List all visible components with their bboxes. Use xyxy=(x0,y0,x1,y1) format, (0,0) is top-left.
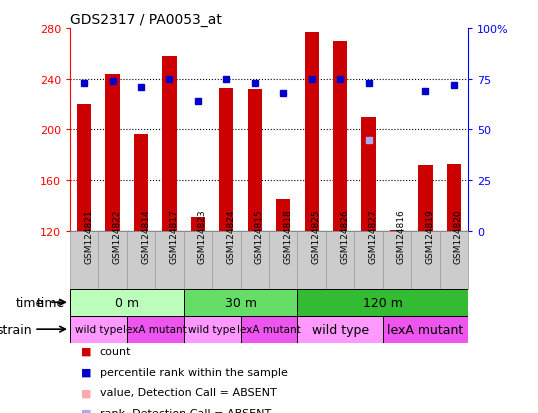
Text: GSM124816: GSM124816 xyxy=(397,209,406,263)
Text: time: time xyxy=(36,296,65,309)
Bar xyxy=(440,231,468,289)
Text: rank, Detection Call = ABSENT: rank, Detection Call = ABSENT xyxy=(100,408,271,413)
Bar xyxy=(162,57,176,231)
Bar xyxy=(127,231,155,289)
Bar xyxy=(98,231,127,289)
Bar xyxy=(355,231,383,289)
Text: count: count xyxy=(100,346,131,356)
Bar xyxy=(298,289,468,316)
Bar xyxy=(333,42,347,231)
Bar xyxy=(418,166,433,231)
Text: lexA mutant: lexA mutant xyxy=(123,324,187,335)
Bar xyxy=(362,117,376,231)
Bar xyxy=(247,90,262,231)
Bar xyxy=(183,289,298,316)
Bar xyxy=(269,231,298,289)
Text: 30 m: 30 m xyxy=(224,296,257,309)
Text: GSM124824: GSM124824 xyxy=(226,209,235,263)
Text: wild type: wild type xyxy=(75,324,122,335)
Bar xyxy=(70,289,183,316)
Text: GSM124819: GSM124819 xyxy=(426,209,434,263)
Bar xyxy=(276,199,291,231)
Text: ■: ■ xyxy=(81,367,91,377)
Bar xyxy=(305,33,318,231)
Text: GDS2317 / PA0053_at: GDS2317 / PA0053_at xyxy=(70,12,222,26)
Text: strain: strain xyxy=(0,323,32,336)
Text: ■: ■ xyxy=(81,346,91,356)
Bar xyxy=(298,231,326,289)
Text: time: time xyxy=(15,296,44,309)
Text: GSM124818: GSM124818 xyxy=(283,209,292,263)
Text: wild type: wild type xyxy=(312,323,369,336)
Bar xyxy=(212,231,240,289)
Text: GSM124820: GSM124820 xyxy=(454,209,463,263)
Text: value, Detection Call = ABSENT: value, Detection Call = ABSENT xyxy=(100,387,277,397)
Bar xyxy=(411,231,440,289)
Bar xyxy=(127,316,183,343)
Text: 120 m: 120 m xyxy=(363,296,402,309)
Bar xyxy=(77,105,91,231)
Bar xyxy=(447,164,461,231)
Text: GSM124822: GSM124822 xyxy=(112,209,122,263)
Text: GSM124821: GSM124821 xyxy=(84,209,93,263)
Text: GSM124825: GSM124825 xyxy=(312,209,321,263)
Bar xyxy=(191,217,205,231)
Text: lexA mutant: lexA mutant xyxy=(387,323,464,336)
Text: GSM124823: GSM124823 xyxy=(198,209,207,263)
Text: GSM124826: GSM124826 xyxy=(340,209,349,263)
Text: percentile rank within the sample: percentile rank within the sample xyxy=(100,367,287,377)
Text: ■: ■ xyxy=(81,387,91,397)
Bar xyxy=(383,316,468,343)
Text: wild type: wild type xyxy=(188,324,236,335)
Bar xyxy=(240,316,298,343)
Bar xyxy=(298,316,383,343)
Bar xyxy=(70,231,98,289)
Text: lexA mutant: lexA mutant xyxy=(237,324,301,335)
Bar xyxy=(105,74,119,231)
Bar xyxy=(134,135,148,231)
Bar xyxy=(383,231,411,289)
Bar xyxy=(70,316,127,343)
Text: GSM124815: GSM124815 xyxy=(255,209,264,263)
Bar xyxy=(240,231,269,289)
Bar xyxy=(326,231,355,289)
Text: GSM124814: GSM124814 xyxy=(141,209,150,263)
Bar xyxy=(183,231,212,289)
Text: 0 m: 0 m xyxy=(115,296,139,309)
Bar xyxy=(220,88,233,231)
Text: GSM124827: GSM124827 xyxy=(369,209,378,263)
Text: GSM124817: GSM124817 xyxy=(169,209,179,263)
Bar xyxy=(390,230,404,231)
Bar xyxy=(183,316,240,343)
Text: ■: ■ xyxy=(81,408,91,413)
Bar xyxy=(155,231,183,289)
